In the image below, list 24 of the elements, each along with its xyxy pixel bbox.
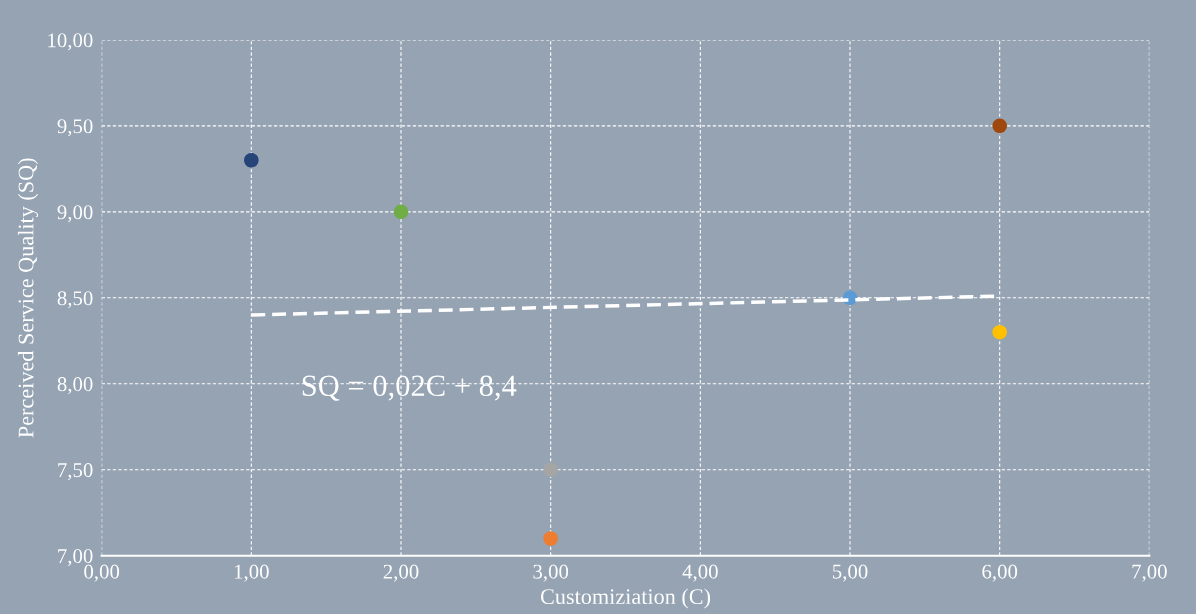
- point: [244, 152, 259, 168]
- point: [992, 324, 1007, 340]
- x-tick-label: 5,00: [833, 564, 868, 582]
- y-tick-label: 8,00: [57, 377, 93, 395]
- annotation: SQ = 0,02C + 8,4: [302, 375, 517, 401]
- x-tick-label: 3,00: [533, 564, 569, 582]
- y-tick-label: 7,50: [58, 463, 93, 481]
- point: [992, 118, 1007, 134]
- point: [393, 204, 409, 220]
- point: [543, 462, 558, 477]
- point: [543, 531, 558, 546]
- y-tick-label: 7,00: [58, 549, 93, 567]
- x-tick-label: 0,00: [84, 564, 120, 582]
- x-tick-label: 7,00: [1132, 564, 1167, 582]
- y-tick-label: 9,50: [57, 119, 93, 137]
- y-tick-label: 8,50: [57, 291, 93, 309]
- y-tick-label: 10,00: [48, 33, 93, 51]
- y-tick-label: 9,00: [57, 205, 93, 223]
- y-axis-title: Perceived Service Quality (SQ): [17, 158, 39, 438]
- x-axis-title: Customiziation (C): [540, 588, 711, 609]
- x-tick-label: 1,00: [234, 564, 269, 582]
- x-tick-label: 6,00: [982, 564, 1018, 582]
- x-tick-label: 2,00: [383, 564, 419, 582]
- x-tick-label: 4,00: [682, 564, 718, 582]
